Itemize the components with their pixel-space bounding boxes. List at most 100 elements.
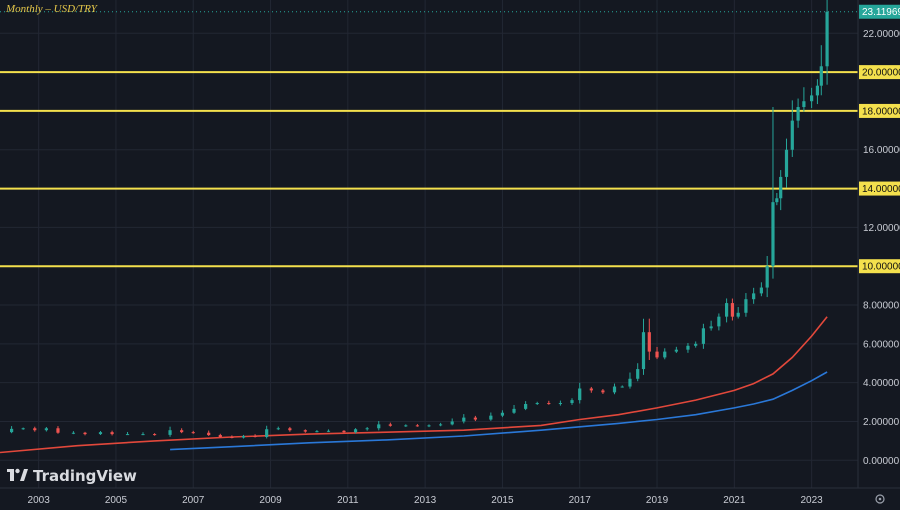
- candle-up: [535, 403, 539, 405]
- candle-up: [141, 434, 145, 436]
- candle-up: [784, 149, 789, 177]
- last-price-label: 23.11969: [862, 7, 900, 18]
- x-tick-label: 2023: [800, 495, 823, 506]
- candle-up: [686, 345, 690, 350]
- level-price-label: 20.00000: [862, 68, 900, 79]
- x-tick-label: 2011: [337, 495, 359, 506]
- candle-up: [558, 403, 563, 405]
- candle-up: [500, 412, 505, 416]
- level-price-tag: [859, 65, 900, 80]
- candle-up: [717, 316, 721, 327]
- horizontal-levels: [0, 11, 858, 268]
- candle-down: [110, 432, 114, 435]
- x-tick-label: 2013: [414, 495, 437, 506]
- candle-down: [152, 434, 157, 436]
- candle-up: [9, 428, 14, 433]
- logo-icon-t: [7, 469, 14, 481]
- y-tick-label: 22.00000: [863, 29, 900, 40]
- candle-up: [125, 434, 130, 436]
- candle-down: [342, 430, 346, 433]
- tradingview-logo: TradingView: [7, 467, 137, 485]
- candle-up: [98, 432, 103, 435]
- x-tick-label: 2015: [491, 495, 514, 506]
- settings-gear-icon[interactable]: [875, 494, 885, 504]
- candle-down: [303, 430, 307, 432]
- candle-down: [56, 428, 60, 433]
- gear-icon-center: [878, 497, 882, 501]
- axes: 2003 2005 2007 2009 2011 2013 2015 2017 2019 2021…: [28, 4, 900, 506]
- candle-up: [315, 431, 319, 433]
- candle-up: [462, 417, 466, 422]
- candle-up: [802, 101, 806, 108]
- candle-up: [628, 378, 632, 387]
- candle-up: [796, 107, 800, 121]
- candle-up: [810, 95, 814, 102]
- ma-line-2: [170, 371, 828, 451]
- candle-up: [724, 303, 729, 317]
- candle-up: [752, 293, 756, 300]
- logo-icon-slash: [20, 469, 28, 481]
- y-tick-label: 2.00000: [863, 417, 900, 428]
- candle-up: [771, 202, 775, 267]
- candle-up: [241, 436, 246, 438]
- y-tick-label: 12.00000: [863, 223, 900, 234]
- level-price-tag: [859, 259, 900, 274]
- candle-up: [578, 388, 582, 401]
- candle-down: [730, 303, 734, 317]
- level-price-tag: [859, 103, 900, 118]
- candle-up: [641, 332, 646, 370]
- level-price-label: 14.00000: [862, 184, 900, 195]
- candle-up: [44, 428, 48, 431]
- candle-up: [636, 369, 640, 379]
- candle-down: [601, 390, 605, 393]
- candle-up: [825, 11, 829, 67]
- candle-up: [265, 429, 269, 438]
- level-price-tag: [859, 181, 900, 196]
- y-tick-label: 16.00000: [863, 145, 900, 156]
- candle-up: [674, 349, 678, 352]
- x-tick-label: 2007: [182, 495, 205, 506]
- candle-up: [612, 386, 617, 393]
- candle-up: [71, 432, 76, 434]
- candles: [9, 0, 829, 439]
- x-tick-label: 2019: [646, 495, 669, 506]
- gear-icon[interactable]: [875, 494, 885, 504]
- candle-up: [765, 266, 769, 288]
- y-tick-label: 8.00000: [863, 301, 900, 312]
- y-tick-label: 6.00000: [863, 339, 900, 350]
- candle-down: [33, 428, 37, 431]
- candle-up: [512, 408, 516, 413]
- candle-up: [620, 386, 624, 388]
- x-tick-label: 2009: [259, 495, 282, 506]
- candle-up: [450, 421, 454, 425]
- candle-up: [819, 66, 823, 86]
- candle-down: [415, 425, 420, 427]
- x-tick-label: 2021: [723, 495, 746, 506]
- candle-up: [353, 429, 358, 433]
- candle-up: [404, 425, 408, 427]
- candle-up: [663, 351, 667, 358]
- ma-line-1: [0, 316, 828, 454]
- candle-down: [473, 417, 477, 420]
- candle-down: [288, 428, 292, 431]
- candle-down: [388, 424, 392, 426]
- candle-down: [83, 432, 87, 435]
- candle-down: [647, 332, 651, 352]
- candle-down: [180, 430, 184, 433]
- y-tick-label: 0.00000: [863, 456, 900, 467]
- candle-up: [438, 424, 443, 426]
- candle-up: [365, 428, 369, 430]
- candle-up: [694, 343, 698, 346]
- x-tick-label: 2003: [28, 495, 51, 506]
- candle-up: [524, 404, 528, 409]
- candle-up: [377, 424, 381, 429]
- last-price-tag: [859, 4, 900, 19]
- candle-down: [547, 403, 551, 405]
- level-price-label: 18.00000: [862, 106, 900, 117]
- candle-up: [775, 198, 779, 203]
- y-tick-label: 4.00000: [863, 378, 900, 389]
- candle-up: [570, 400, 574, 404]
